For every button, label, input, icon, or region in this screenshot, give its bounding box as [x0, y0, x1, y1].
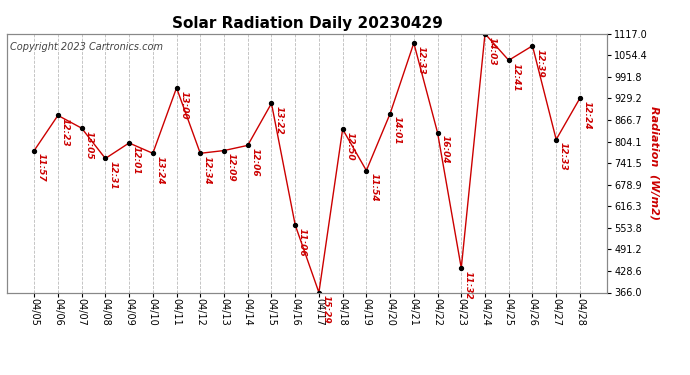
Point — [313, 290, 324, 296]
Text: 12:39: 12:39 — [535, 49, 544, 77]
Text: 12:09: 12:09 — [227, 153, 236, 182]
Point — [52, 112, 63, 118]
Text: 11:57: 11:57 — [37, 153, 46, 182]
Text: 16:04: 16:04 — [440, 135, 449, 164]
Point — [124, 140, 135, 146]
Point — [147, 150, 158, 156]
Text: 12:23: 12:23 — [61, 118, 70, 147]
Point — [456, 265, 467, 271]
Point — [384, 111, 395, 117]
Text: 14:01: 14:01 — [393, 117, 402, 145]
Text: 12:06: 12:06 — [250, 148, 259, 177]
Point — [242, 142, 253, 148]
Point — [29, 147, 40, 153]
Point — [100, 156, 111, 162]
Point — [503, 57, 514, 63]
Point — [574, 95, 585, 101]
Text: 12:31: 12:31 — [108, 161, 117, 190]
Point — [480, 31, 491, 37]
Text: 11:06: 11:06 — [298, 228, 307, 256]
Text: 12:24: 12:24 — [582, 101, 592, 130]
Point — [361, 168, 372, 174]
Point — [219, 147, 230, 153]
Point — [195, 150, 206, 156]
Point — [290, 222, 301, 228]
Text: 13:05: 13:05 — [84, 131, 93, 159]
Text: 13:00: 13:00 — [179, 91, 188, 119]
Text: 13:24: 13:24 — [156, 156, 165, 185]
Point — [408, 40, 420, 46]
Point — [266, 100, 277, 106]
Text: 12:50: 12:50 — [346, 132, 355, 160]
Y-axis label: Radiation  (W/m2): Radiation (W/m2) — [649, 106, 659, 220]
Point — [432, 130, 443, 136]
Point — [76, 125, 87, 131]
Text: 12:34: 12:34 — [203, 156, 212, 185]
Point — [337, 126, 348, 132]
Text: 14:03: 14:03 — [488, 36, 497, 65]
Text: 12:33: 12:33 — [559, 142, 568, 171]
Point — [171, 85, 182, 91]
Text: 12:41: 12:41 — [511, 63, 520, 92]
Text: 11:54: 11:54 — [369, 173, 378, 202]
Text: 11:32: 11:32 — [464, 271, 473, 300]
Point — [551, 136, 562, 142]
Text: Copyright 2023 Cartronics.com: Copyright 2023 Cartronics.com — [10, 42, 163, 51]
Title: Solar Radiation Daily 20230429: Solar Radiation Daily 20230429 — [172, 16, 442, 31]
Point — [527, 43, 538, 49]
Text: 12:01: 12:01 — [132, 146, 141, 174]
Text: 13:22: 13:22 — [274, 106, 283, 135]
Text: 15:29: 15:29 — [322, 295, 331, 324]
Text: 12:33: 12:33 — [417, 46, 426, 75]
